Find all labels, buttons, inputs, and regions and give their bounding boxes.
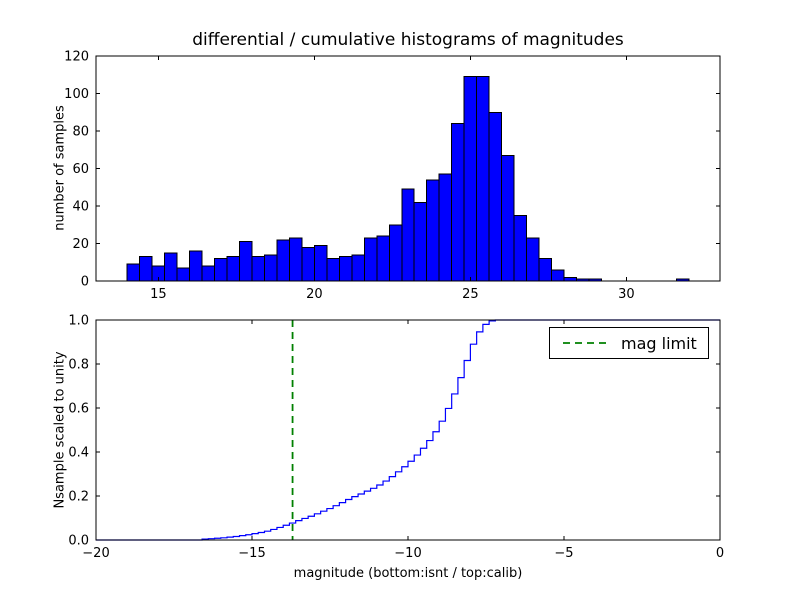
- histogram-bar: [313, 244, 328, 282]
- y-tick-label: 60: [72, 162, 89, 177]
- x-tick-label: −5: [554, 546, 573, 561]
- histogram-bar: [513, 214, 528, 282]
- y-tick-label: 100: [64, 87, 89, 102]
- histogram-bar: [226, 256, 241, 282]
- y-tick-label: 120: [64, 50, 89, 65]
- histogram-bar: [288, 237, 303, 282]
- bottom-ylabel: Nsample scaled to unity: [52, 351, 68, 509]
- histogram-bar: [401, 188, 415, 282]
- histogram-bar: [326, 258, 340, 282]
- x-tick-label: 0: [716, 546, 724, 561]
- histogram-bar: [363, 237, 378, 282]
- histogram-bar: [338, 256, 353, 282]
- histogram-bar: [201, 265, 216, 282]
- y-tick-label: 40: [72, 200, 89, 215]
- x-tick-label: 15: [150, 287, 167, 302]
- y-tick-label: 80: [72, 125, 89, 140]
- histogram-bar: [126, 263, 141, 282]
- histogram-bar: [538, 258, 553, 282]
- histogram-bar: [276, 239, 290, 282]
- figure-title: differential / cumulative histograms of …: [192, 30, 624, 50]
- x-tick-label: 25: [462, 287, 479, 302]
- x-tick-label: 30: [618, 287, 635, 302]
- histogram-bar: [164, 252, 178, 282]
- histogram-bar: [251, 256, 265, 282]
- y-tick-label: 0.4: [68, 446, 89, 461]
- histogram-bar: [139, 256, 153, 282]
- x-tick-label: −15: [238, 546, 265, 561]
- histogram-bar: [476, 76, 490, 282]
- histogram-bar: [351, 254, 365, 282]
- legend: mag limit: [549, 327, 709, 359]
- histogram-bar: [263, 254, 278, 282]
- x-tick-label: −20: [82, 546, 109, 561]
- histogram-bar: [189, 250, 203, 282]
- bottom-xlabel: magnitude (bottom:isnt / top:calib): [293, 566, 523, 581]
- histogram-bar: [301, 246, 315, 282]
- x-tick-label: 20: [306, 287, 323, 302]
- histogram-bar: [526, 237, 540, 282]
- histogram-bar: [563, 276, 577, 282]
- histogram-bar: [239, 241, 253, 282]
- x-tick-label: −10: [394, 546, 421, 561]
- histogram-bar: [214, 258, 228, 282]
- y-tick-label: 0: [81, 275, 89, 290]
- histogram-bar: [176, 267, 191, 282]
- legend-label: mag limit: [621, 333, 697, 353]
- y-tick-label: 0.0: [68, 534, 89, 549]
- histogram-bar: [451, 123, 465, 282]
- y-tick-label: 0.8: [68, 358, 89, 373]
- histogram-bar: [488, 111, 503, 282]
- cumulative-line: [96, 319, 720, 541]
- y-tick-label: 0.6: [68, 402, 89, 417]
- histogram-bar: [551, 269, 565, 282]
- top-ylabel: number of samples: [52, 105, 68, 231]
- legend-dashed-line-icon: [562, 341, 607, 345]
- y-tick-label: 20: [72, 237, 89, 252]
- histogram-bar: [463, 76, 478, 282]
- histogram-bar: [438, 173, 453, 282]
- histogram-bar: [413, 201, 428, 282]
- histogram-bar: [388, 224, 403, 282]
- y-tick-label: 0.2: [68, 490, 89, 505]
- y-tick-label: 1.0: [68, 314, 89, 329]
- histogram-bar: [376, 235, 390, 282]
- histogram-bar: [426, 179, 440, 282]
- histogram-bar: [501, 154, 515, 282]
